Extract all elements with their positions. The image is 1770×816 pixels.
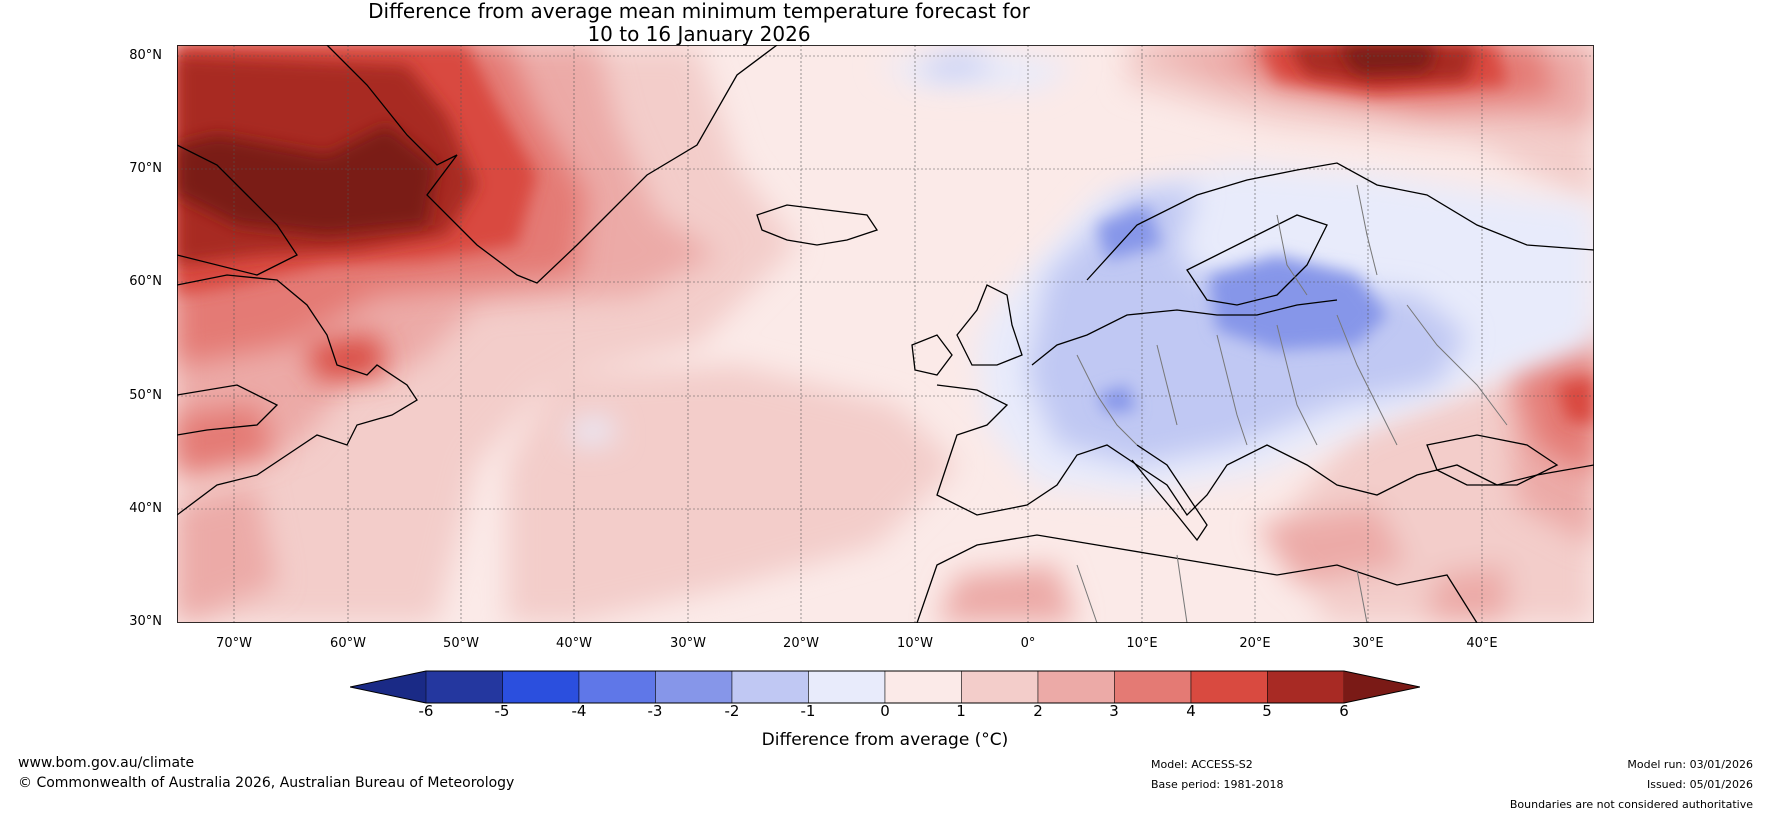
colorbar-tick: 1 [956, 702, 966, 720]
colorbar-bin [425, 670, 503, 704]
lon-label-10e: 10°E [1126, 636, 1158, 651]
copyright-text: © Commonwealth of Australia 2026, Austra… [18, 775, 515, 791]
map-title: Difference from average mean minimum tem… [0, 0, 1398, 46]
lon-label-10w: 10°W [897, 636, 933, 651]
lat-label-60n: 60°N [129, 274, 162, 289]
lon-label-50w: 50°W [443, 636, 479, 651]
lat-label-70n: 70°N [129, 161, 162, 176]
colorbar-bin [655, 670, 733, 704]
colorbar-bin [578, 670, 656, 704]
forecast-map [177, 45, 1594, 623]
lat-label-80n: 80°N [129, 48, 162, 63]
colorbar-tick: -2 [724, 702, 740, 720]
model-text: Model: ACCESS-S2 [1151, 758, 1253, 771]
colorbar-tick: 0 [880, 702, 890, 720]
colorbar-tick: -1 [800, 702, 816, 720]
graticule [177, 45, 1594, 623]
coastlines [177, 45, 1594, 623]
temperature-anomaly-field [177, 45, 1594, 623]
lon-label-40e: 40°E [1466, 636, 1498, 651]
colorbar-tick: -4 [571, 702, 587, 720]
lon-label-30w: 30°W [670, 636, 706, 651]
lon-label-60w: 60°W [330, 636, 366, 651]
colorbar-tick: -3 [647, 702, 663, 720]
base-period-text: Base period: 1981-2018 [1151, 778, 1284, 791]
lat-label-30n: 30°N [129, 614, 162, 629]
colorbar-bin [1037, 670, 1115, 704]
lon-label-20w: 20°W [783, 636, 819, 651]
colorbar-bin [808, 670, 886, 704]
disclaimer-text: Boundaries are not considered authoritat… [1509, 798, 1753, 811]
website-link[interactable]: www.bom.gov.au/climate [18, 755, 195, 771]
lat-label-50n: 50°N [129, 388, 162, 403]
title-line-1: Difference from average mean minimum tem… [368, 0, 1030, 23]
lon-label-0: 0° [1020, 636, 1036, 651]
colorbar-bin [731, 670, 809, 704]
colorbar-tick: 4 [1186, 702, 1196, 720]
colorbar-bin [1190, 670, 1268, 704]
issued-text: Issued: 05/01/2026 [1646, 778, 1753, 791]
lon-label-70w: 70°W [216, 636, 252, 651]
title-line-2: 10 to 16 January 2026 [587, 22, 811, 46]
colorbar-tick: 2 [1033, 702, 1043, 720]
colorbar-high-extend [1344, 671, 1420, 703]
colorbar-bin [961, 670, 1039, 704]
colorbar-bin [884, 670, 962, 704]
colorbar [350, 670, 1420, 704]
colorbar-tick: 6 [1339, 702, 1349, 720]
lon-label-20e: 20°E [1239, 636, 1271, 651]
lon-label-40w: 40°W [556, 636, 592, 651]
colorbar-tick: -5 [494, 702, 510, 720]
model-run-text: Model run: 03/01/2026 [1627, 758, 1753, 771]
country-borders [1076, 184, 1508, 623]
colorbar-label: Difference from average (°C) [761, 730, 1009, 750]
lat-label-40n: 40°N [129, 501, 162, 516]
colorbar-tick: 3 [1109, 702, 1119, 720]
colorbar-bins [425, 670, 1345, 704]
lon-label-30e: 30°E [1352, 636, 1384, 651]
colorbar-tick: -6 [418, 702, 434, 720]
colorbar-tick: 5 [1262, 702, 1272, 720]
colorbar-bin [1114, 670, 1192, 704]
colorbar-low-extend [350, 671, 426, 703]
colorbar-bin [1267, 670, 1345, 704]
colorbar-bin [502, 670, 580, 704]
